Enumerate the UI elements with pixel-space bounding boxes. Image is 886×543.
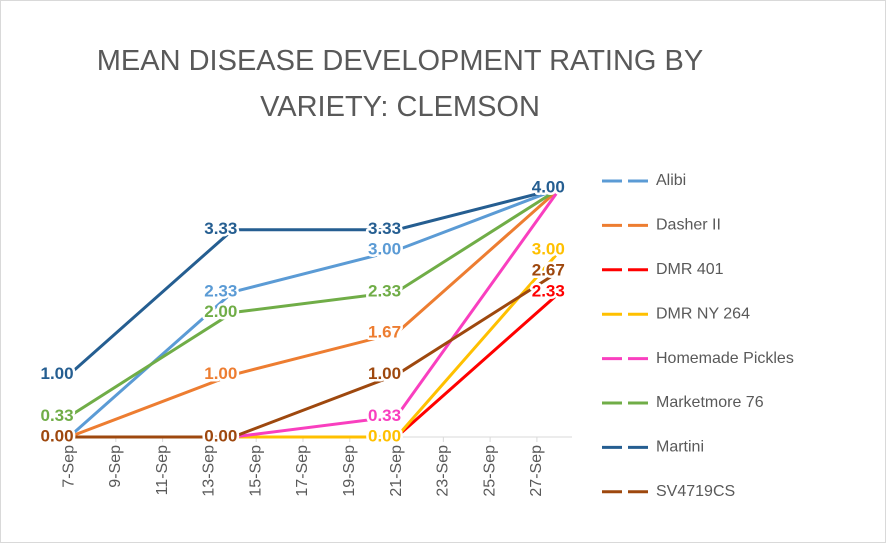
x-tick-label: 9-Sep <box>107 445 124 488</box>
data-label: 2.00 <box>204 302 237 321</box>
legend-label: Martini <box>656 439 704 456</box>
chart-title: MEAN DISEASE DEVELOPMENT RATING BY VARIE… <box>96 45 704 123</box>
data-label: 0.33 <box>368 406 401 425</box>
data-label: 0.33 <box>40 406 73 425</box>
x-tick-label: 21-Sep <box>388 445 405 497</box>
legend-label: Alibi <box>656 172 686 189</box>
x-tick-label: 27-Sep <box>528 445 545 497</box>
data-label: 0.00 <box>204 426 237 445</box>
series-line <box>68 186 561 376</box>
series-line <box>69 187 562 439</box>
data-label: 2.33 <box>368 281 401 300</box>
legend-label: Marketmore 76 <box>656 394 764 411</box>
legend-label: DMR 401 <box>656 261 724 278</box>
x-tick-label: 25-Sep <box>481 445 498 497</box>
x-tick-label: 23-Sep <box>435 445 452 497</box>
x-tick-label: 19-Sep <box>341 445 358 497</box>
data-label: 2.33 <box>532 281 565 300</box>
data-label: 3.33 <box>368 219 401 238</box>
data-label: 3.00 <box>368 240 401 259</box>
x-tick-label: 11-Sep <box>154 445 171 496</box>
x-tick-label: 15-Sep <box>247 445 264 497</box>
data-label: 3.00 <box>532 240 565 259</box>
data-label: 4.00 <box>532 177 565 196</box>
data-label: 1.00 <box>40 364 73 383</box>
data-label: 2.33 <box>204 281 237 300</box>
x-tick-label: 17-Sep <box>294 445 311 497</box>
legend-label: DMR NY 264 <box>656 305 750 322</box>
data-label: 0.00 <box>40 426 73 445</box>
legend-label: Dasher II <box>656 217 721 234</box>
data-label: 1.00 <box>204 364 237 383</box>
x-tick-label: 7-Sep <box>60 445 77 488</box>
data-label: 1.67 <box>368 323 401 342</box>
data-label: 3.33 <box>204 219 237 238</box>
data-label: 1.00 <box>368 364 401 383</box>
series-line <box>68 186 562 418</box>
series-line <box>69 290 562 439</box>
legend-label: SV4719CS <box>656 483 735 500</box>
series-line <box>68 186 562 439</box>
x-tick-label: 13-Sep <box>201 445 218 497</box>
series-line <box>69 269 562 439</box>
data-label: 2.67 <box>532 260 565 279</box>
data-label: 0.00 <box>368 426 401 445</box>
legend-label: Homemade Pickles <box>656 350 794 367</box>
series-line <box>68 186 561 439</box>
